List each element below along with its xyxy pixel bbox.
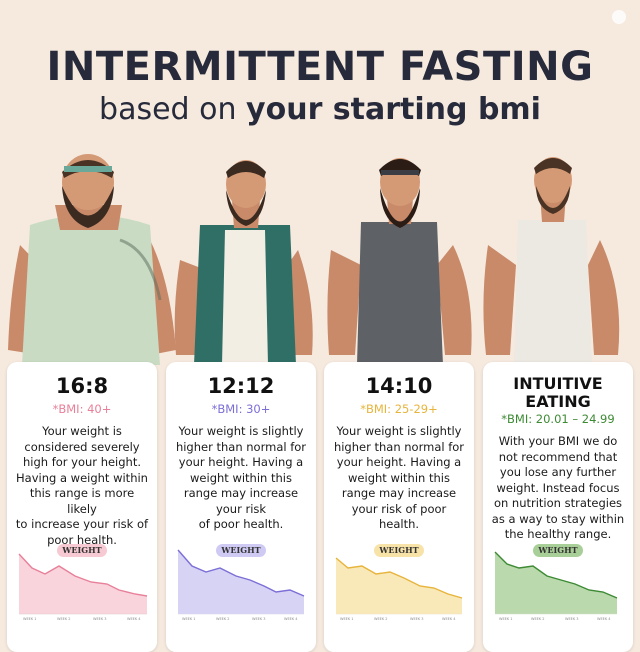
bmi-range: *BMI: 25-29+ [360,402,438,416]
weight-chart: WEEK 1 WEEK 2 WEEK 3 WEEK 4 [335,557,463,621]
svg-text:WEEK 3: WEEK 3 [565,617,579,621]
svg-text:WEEK 2: WEEK 2 [216,617,230,621]
weight-pill: WEIGHT [374,544,424,557]
weight-pill: WEIGHT [216,544,266,557]
svg-text:WEEK 3: WEEK 3 [252,617,266,621]
subtitle-bold: your starting bmi [246,92,541,127]
weight-chart: WEEK 1 WEEK 2 WEEK 3 WEEK 4 [494,551,618,621]
svg-text:WEEK 4: WEEK 4 [442,617,456,621]
plan-title: 12:12 [207,374,275,398]
weight-pill: WEIGHT [533,544,583,557]
svg-text:WEEK 1: WEEK 1 [182,617,196,621]
plan-description: Your weight is slightly higher than norma… [175,424,307,531]
figures-illustration [0,150,640,365]
svg-text:WEEK 3: WEEK 3 [410,617,424,621]
plan-card-14-10: 14:10 *BMI: 25-29+ Your weight is slight… [324,362,474,652]
plan-title-line1: INTUITIVE [513,374,603,393]
figure-white-tank [483,157,620,365]
watermark-icon [612,10,626,24]
bmi-range: *BMI: 30+ [211,402,271,416]
plan-title: 16:8 [55,374,109,398]
figure-vest [174,160,313,365]
svg-text:WEEK 4: WEEK 4 [127,617,141,621]
weight-chart: WEEK 1 WEEK 2 WEEK 3 WEEK 4 [18,553,148,621]
plan-card-16-8: 16:8 *BMI: 40+ Your weight is considered … [7,362,157,652]
svg-text:WEEK 2: WEEK 2 [57,617,71,621]
bmi-range: *BMI: 20.01 – 24.99 [501,412,615,426]
figure-heavy [8,154,176,365]
svg-text:WEEK 1: WEEK 1 [340,617,354,621]
plan-card-intuitive-eating: INTUITIVE EATING *BMI: 20.01 – 24.99 Wit… [483,362,633,652]
plan-description: With your BMI we do not recommend that you… [491,434,625,541]
svg-text:WEEK 1: WEEK 1 [23,617,37,621]
svg-text:WEEK 1: WEEK 1 [499,617,513,621]
page-title: INTERMITTENT FASTING [46,44,594,90]
bmi-range: *BMI: 40+ [52,402,112,416]
page-subtitle: based on your starting bmi [0,92,640,127]
svg-text:WEEK 2: WEEK 2 [374,617,388,621]
plan-description: Your weight is considered severely high fo… [15,424,149,547]
svg-text:WEEK 2: WEEK 2 [531,617,545,621]
plan-card-12-12: 12:12 *BMI: 30+ Your weight is slightly h… [166,362,316,652]
svg-text:WEEK 4: WEEK 4 [597,617,611,621]
svg-text:WEEK 4: WEEK 4 [284,617,298,621]
svg-text:WEEK 3: WEEK 3 [93,617,107,621]
plan-title: 14:10 [365,374,433,398]
weight-pill: WEIGHT [57,544,107,557]
plan-title-line2: EATING [525,392,591,411]
plan-description: Your weight is slightly higher than norma… [333,424,465,531]
figure-grey-tank [327,158,472,365]
subtitle-prefix: based on [99,92,237,127]
weight-chart: WEEK 1 WEEK 2 WEEK 3 WEEK 4 [177,549,305,621]
